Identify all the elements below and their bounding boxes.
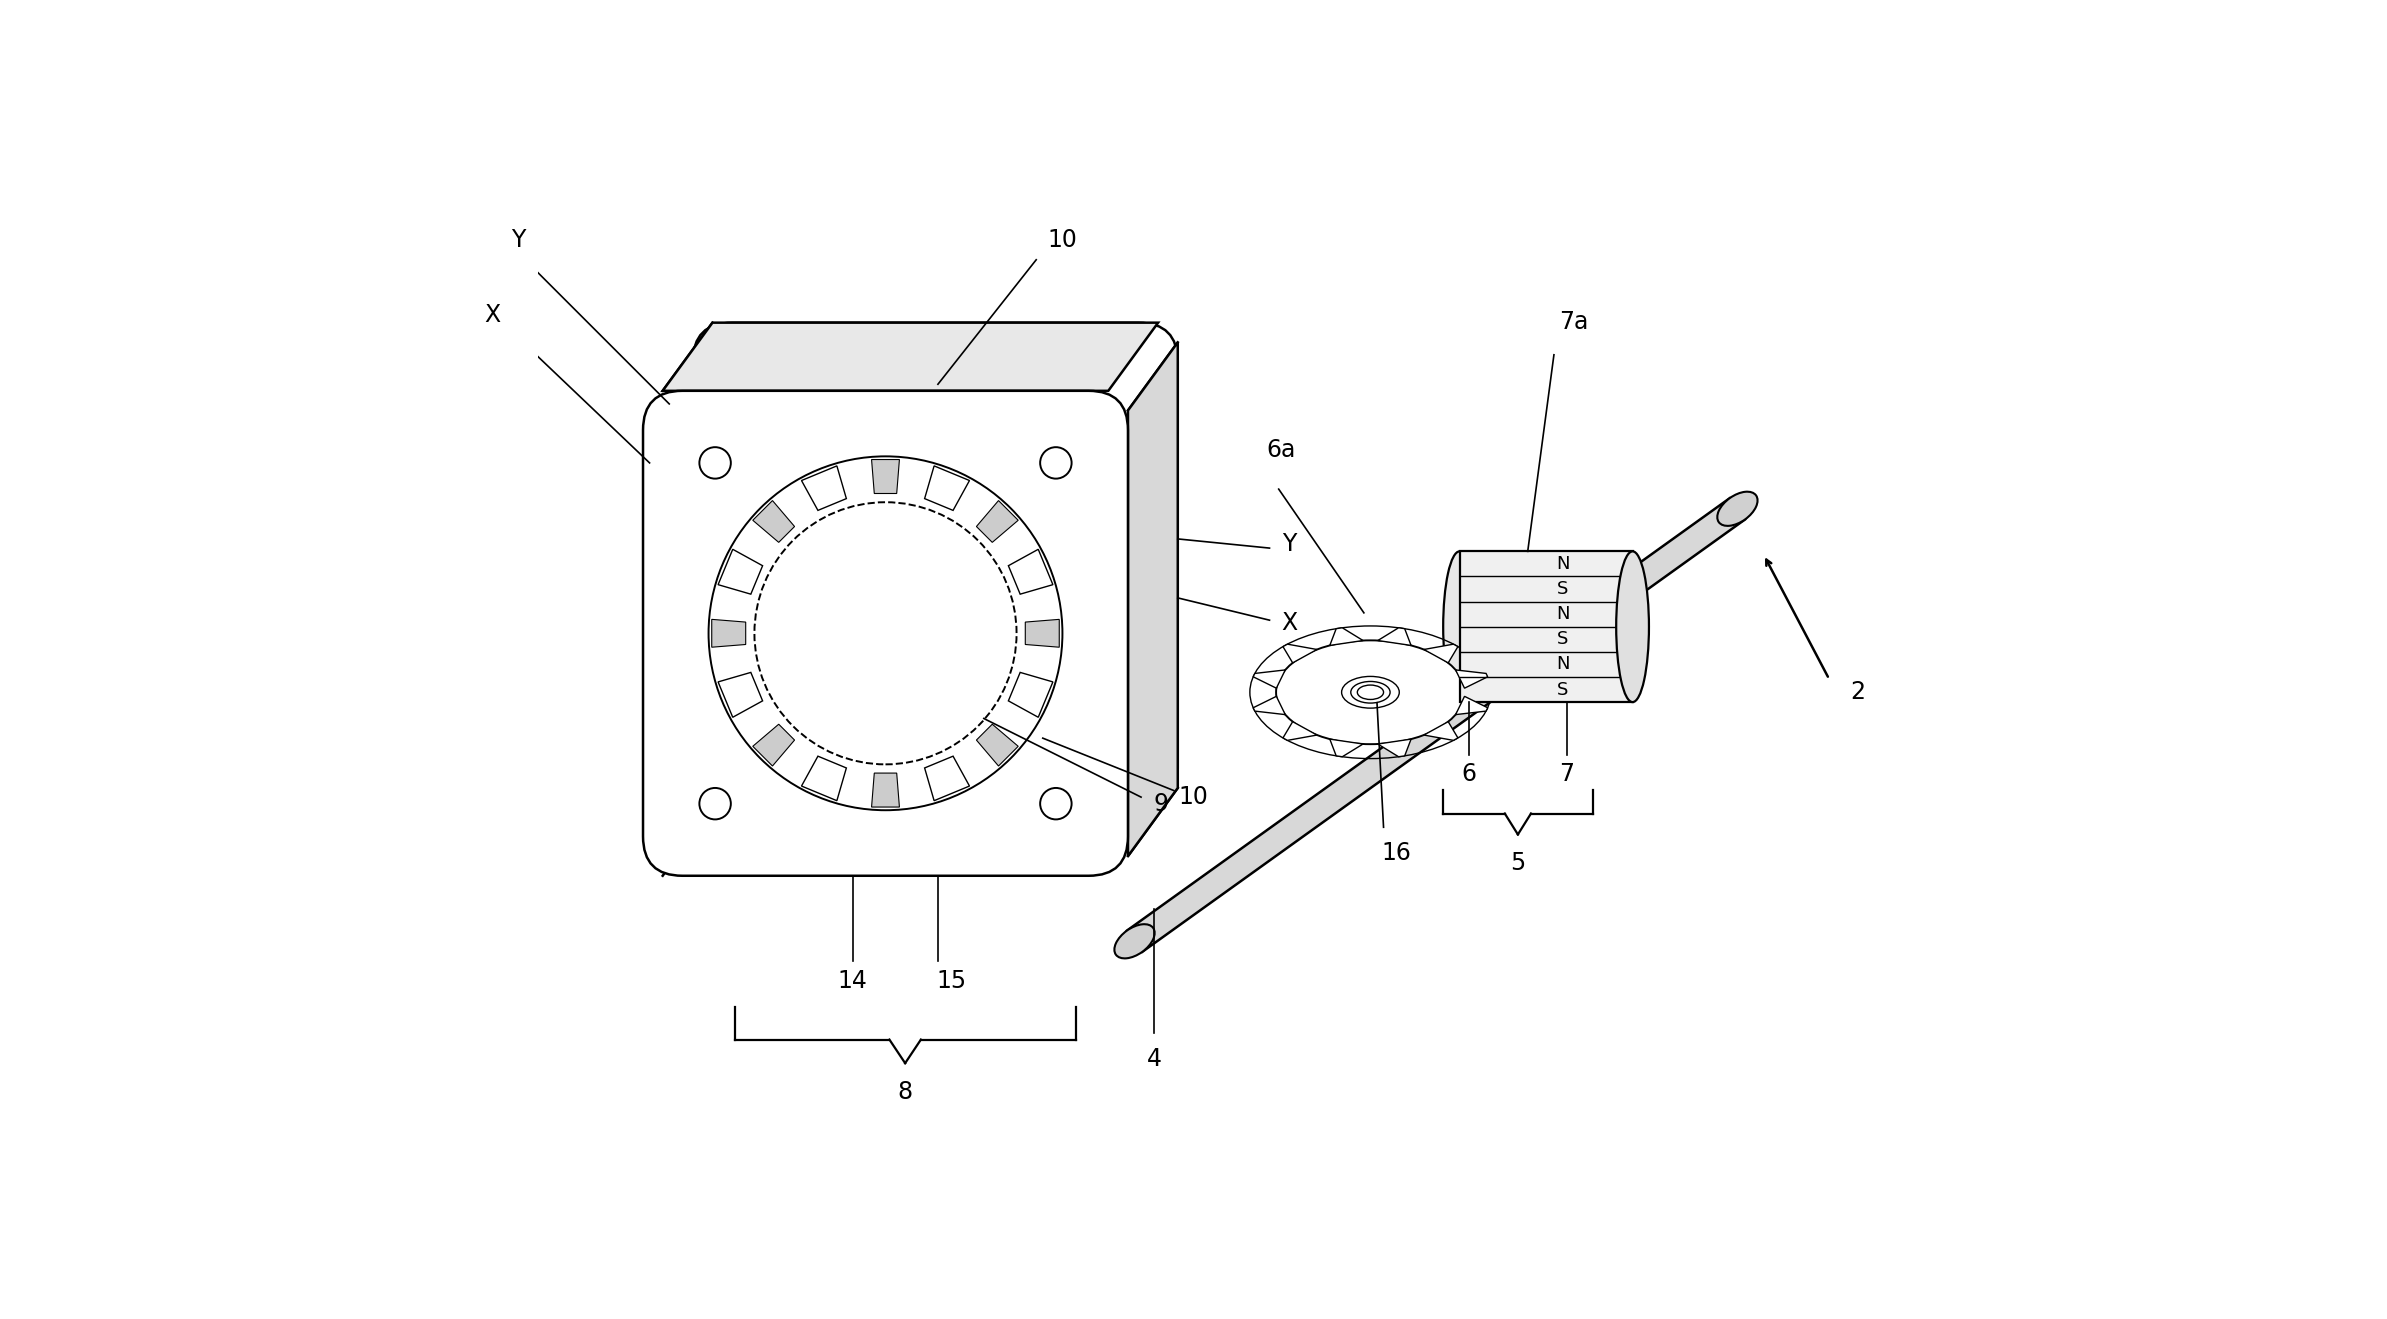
Polygon shape	[1127, 499, 1745, 952]
Text: 16: 16	[1382, 842, 1411, 865]
Text: X: X	[1282, 611, 1296, 634]
Ellipse shape	[1341, 677, 1399, 708]
Ellipse shape	[1115, 925, 1155, 959]
Polygon shape	[976, 724, 1019, 766]
Polygon shape	[1458, 551, 1633, 702]
Text: X: X	[485, 303, 501, 327]
Polygon shape	[1330, 628, 1363, 645]
Ellipse shape	[1444, 551, 1475, 702]
Polygon shape	[1425, 721, 1458, 740]
Text: S: S	[1556, 681, 1568, 699]
Polygon shape	[1425, 644, 1458, 663]
Text: 7a: 7a	[1559, 310, 1587, 334]
Circle shape	[1041, 447, 1072, 479]
Polygon shape	[1282, 644, 1318, 663]
Polygon shape	[664, 323, 1158, 390]
Text: 4: 4	[1146, 1047, 1162, 1071]
Polygon shape	[752, 501, 795, 542]
Polygon shape	[1282, 721, 1318, 740]
Polygon shape	[711, 620, 745, 648]
Text: S: S	[1556, 630, 1568, 649]
Text: 10: 10	[1048, 228, 1077, 252]
Polygon shape	[718, 673, 761, 718]
Circle shape	[1041, 787, 1072, 819]
Circle shape	[699, 447, 730, 479]
Polygon shape	[1456, 670, 1487, 689]
Text: N: N	[1556, 555, 1571, 572]
Polygon shape	[718, 549, 761, 594]
Ellipse shape	[1616, 551, 1649, 702]
Text: S: S	[1556, 580, 1568, 598]
Text: 5: 5	[1511, 851, 1525, 876]
Text: 6: 6	[1461, 762, 1475, 786]
Text: 2: 2	[1850, 681, 1867, 704]
Polygon shape	[871, 773, 900, 807]
Polygon shape	[1456, 696, 1487, 715]
Text: 7: 7	[1559, 762, 1575, 786]
Polygon shape	[1377, 628, 1411, 645]
Polygon shape	[1330, 739, 1363, 757]
Polygon shape	[1253, 696, 1284, 715]
FancyBboxPatch shape	[692, 323, 1177, 807]
Polygon shape	[802, 466, 847, 510]
Polygon shape	[924, 466, 969, 510]
Text: Y: Y	[1282, 532, 1296, 557]
Polygon shape	[802, 756, 847, 801]
Polygon shape	[871, 459, 900, 493]
Polygon shape	[924, 756, 969, 801]
Polygon shape	[1253, 670, 1284, 689]
Ellipse shape	[1716, 492, 1757, 526]
FancyBboxPatch shape	[642, 390, 1129, 876]
Ellipse shape	[1351, 682, 1389, 703]
Polygon shape	[1129, 343, 1177, 856]
Text: Y: Y	[511, 228, 525, 252]
Polygon shape	[752, 724, 795, 766]
Ellipse shape	[1277, 640, 1466, 744]
Text: 9: 9	[1153, 791, 1167, 815]
Ellipse shape	[1358, 685, 1384, 699]
Polygon shape	[1007, 673, 1053, 718]
Text: N: N	[1556, 656, 1571, 674]
Polygon shape	[976, 501, 1019, 542]
Circle shape	[699, 787, 730, 819]
Text: 10: 10	[1179, 785, 1208, 809]
Text: 14: 14	[838, 968, 866, 993]
Text: N: N	[1556, 605, 1571, 623]
Text: 6a: 6a	[1267, 438, 1296, 462]
Polygon shape	[1377, 739, 1411, 757]
Text: 8: 8	[898, 1080, 912, 1104]
Polygon shape	[1007, 549, 1053, 594]
Text: 15: 15	[936, 968, 967, 993]
Polygon shape	[1026, 620, 1060, 648]
